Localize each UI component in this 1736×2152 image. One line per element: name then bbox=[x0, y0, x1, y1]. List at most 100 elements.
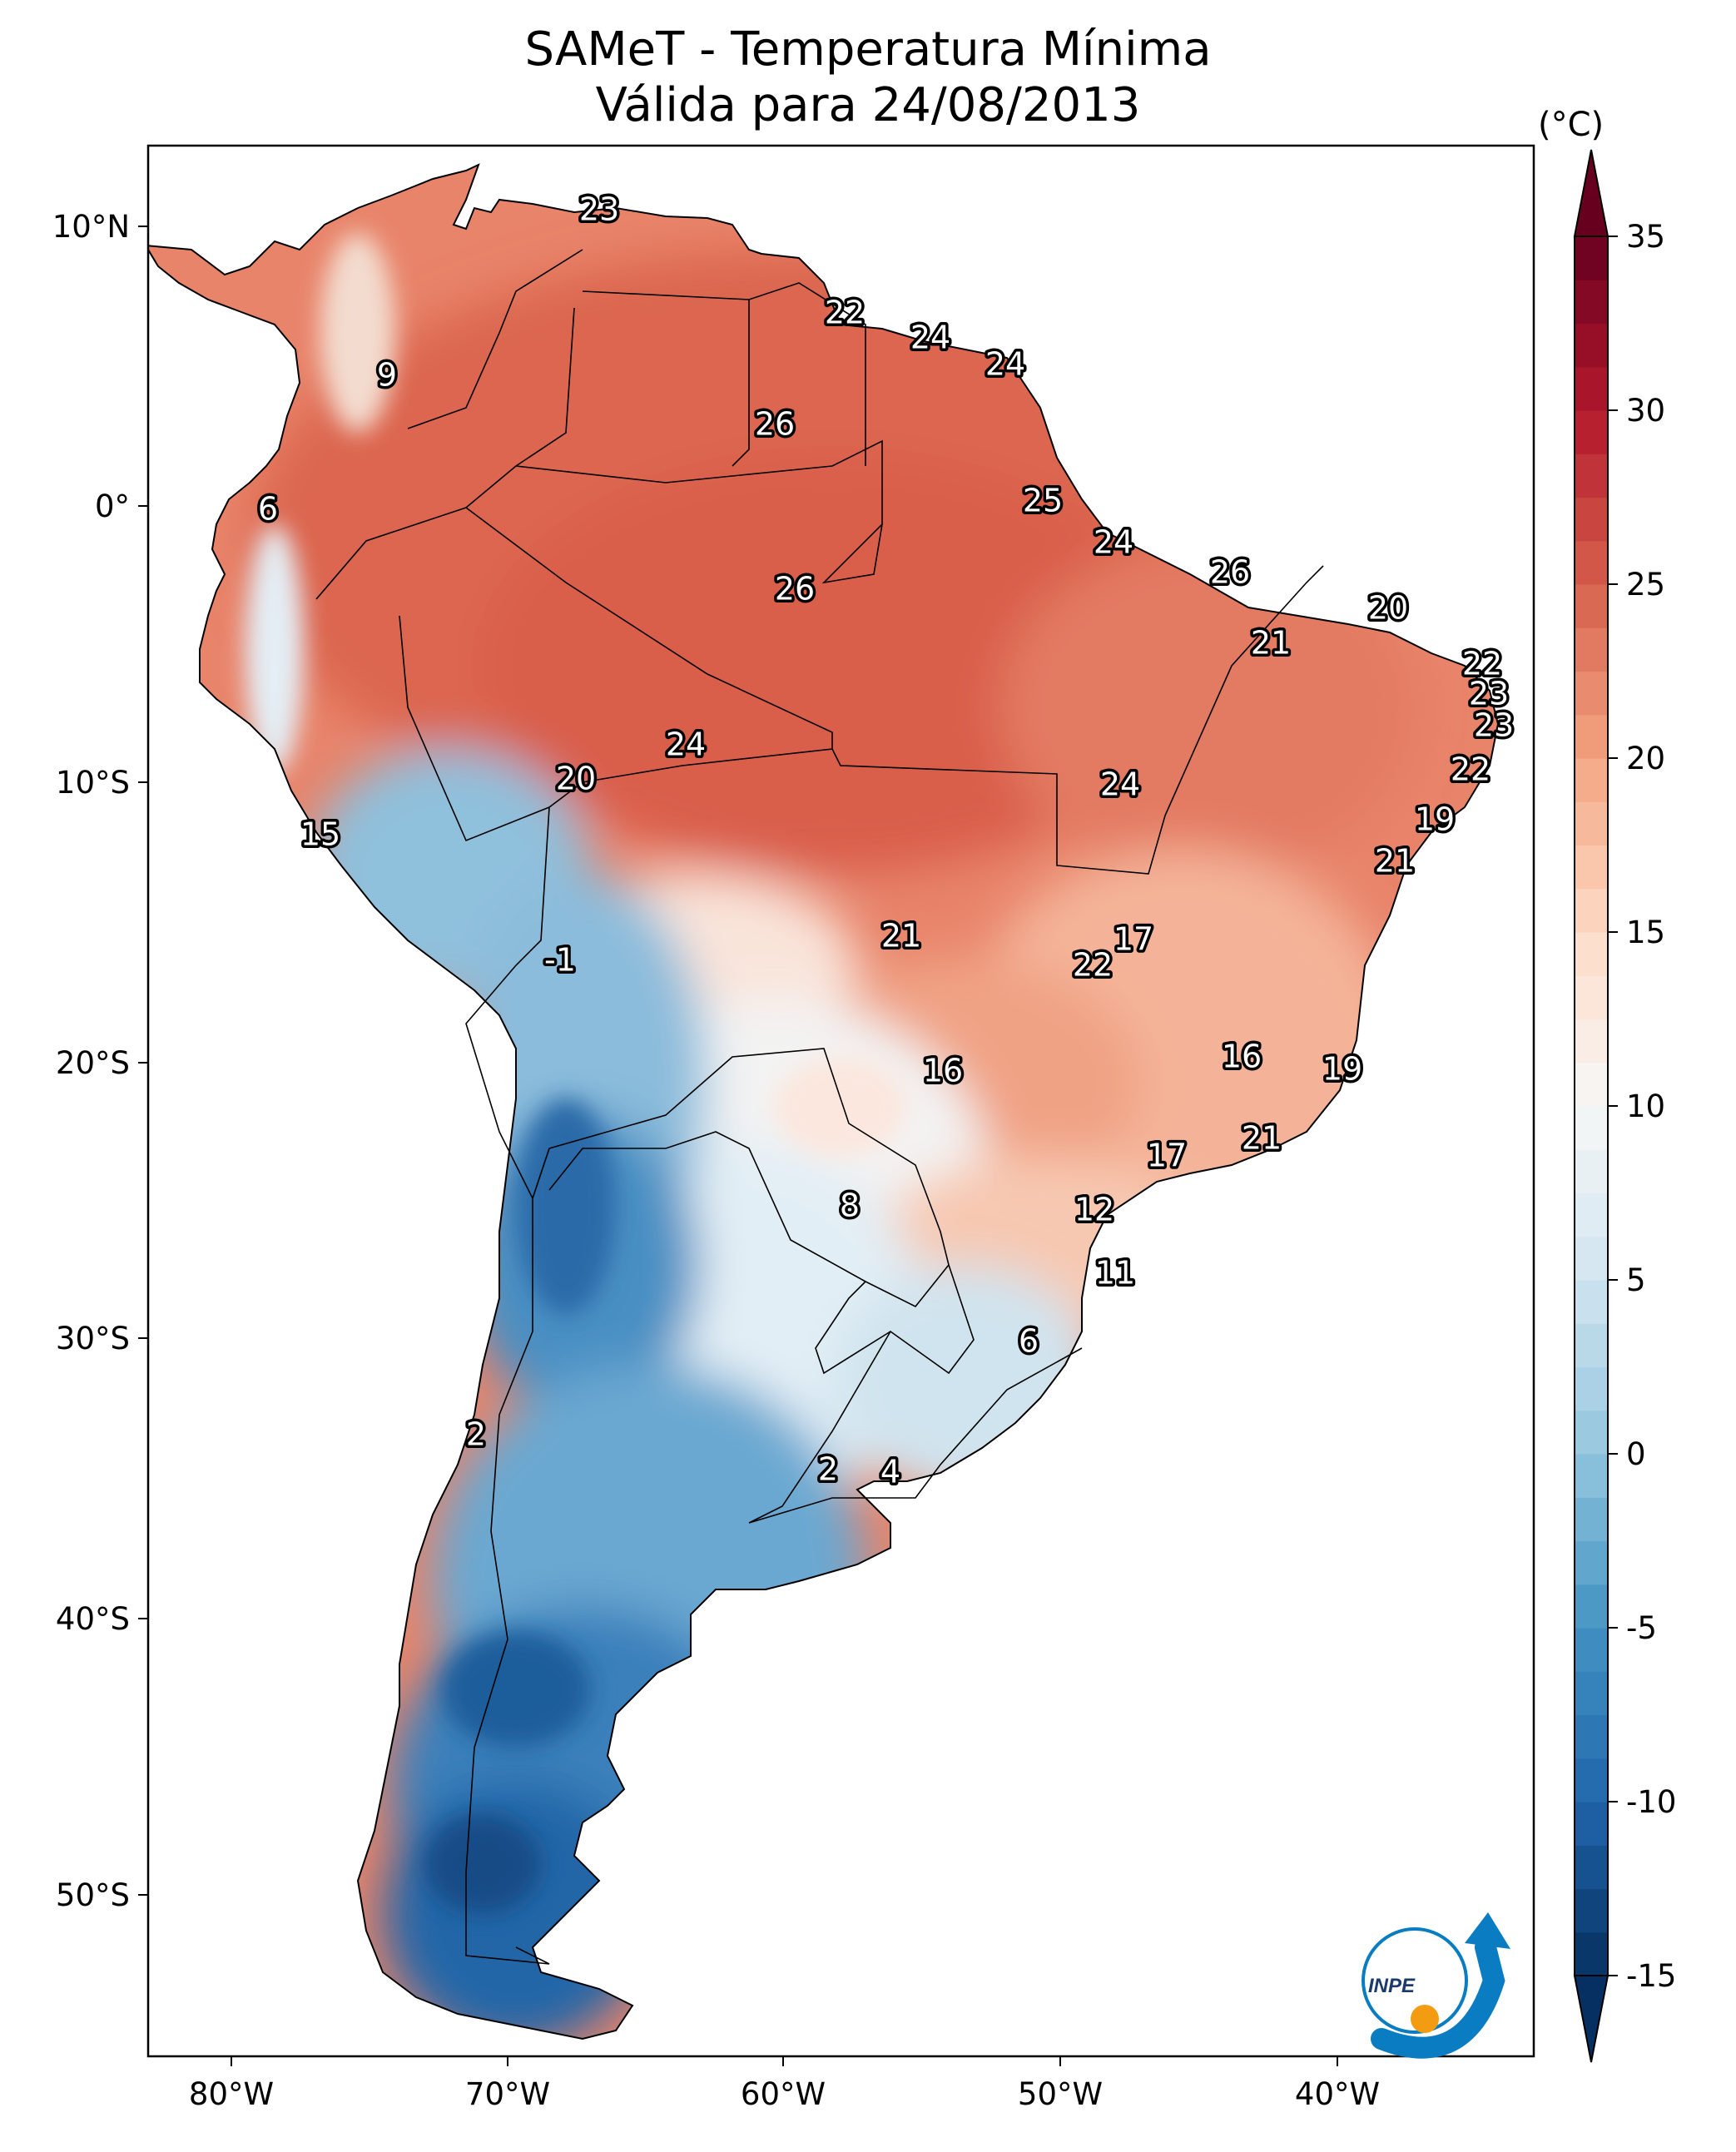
lon-tick-label: 50°W bbox=[1018, 2076, 1103, 2112]
colorbar-band bbox=[1575, 366, 1608, 411]
colorbar-band bbox=[1575, 1236, 1608, 1281]
station-value: 12 bbox=[1074, 1192, 1114, 1228]
station-value: 16 bbox=[1222, 1039, 1262, 1075]
colorbar-band bbox=[1575, 758, 1608, 802]
station-value: 9 bbox=[377, 357, 397, 394]
station-value: 2 bbox=[818, 1451, 838, 1488]
station-value: 22 bbox=[825, 295, 865, 331]
lon-tick-label: 80°W bbox=[189, 2076, 274, 2112]
station-value: 16 bbox=[923, 1053, 963, 1089]
station-value: 21 bbox=[881, 918, 921, 955]
station-value: 25 bbox=[1023, 483, 1063, 519]
lat-tick-label: 10°N bbox=[52, 209, 130, 245]
colorbar-band bbox=[1575, 236, 1608, 280]
colorbar-band bbox=[1575, 1931, 1608, 1976]
colorbar-max-extension bbox=[1573, 149, 1610, 237]
colorbar-band bbox=[1575, 801, 1608, 846]
colorbar-band bbox=[1575, 584, 1608, 628]
station-value: 23 bbox=[579, 191, 619, 228]
colorbar-band bbox=[1575, 497, 1608, 542]
lat-tick-label: 20°S bbox=[56, 1045, 130, 1081]
colorbar: 35 30 25 20 15 10 5 0 -5 -10 -15 bbox=[1573, 149, 1676, 2063]
station-value: 21 bbox=[1251, 625, 1291, 662]
station-value: 20 bbox=[1368, 590, 1408, 627]
colorbar-band bbox=[1575, 845, 1608, 890]
colorbar-band bbox=[1575, 1758, 1608, 1802]
colorbar-band bbox=[1575, 627, 1608, 672]
lat-tick-label: 50°S bbox=[56, 1877, 130, 1913]
colorbar-tick-label: -15 bbox=[1626, 1958, 1676, 1994]
colorbar-band bbox=[1575, 1714, 1608, 1759]
station-value: 4 bbox=[880, 1454, 900, 1490]
colorbar-band bbox=[1575, 888, 1608, 933]
station-value: 24 bbox=[666, 726, 706, 763]
station-value: 20 bbox=[556, 761, 596, 797]
lat-tick-label: 40°S bbox=[56, 1601, 130, 1637]
inpe-logo: INPE bbox=[1362, 1912, 1510, 2059]
station-value: 11 bbox=[1095, 1255, 1135, 1292]
colorbar-tick-label: 0 bbox=[1626, 1436, 1646, 1472]
colorbar-band bbox=[1575, 1410, 1608, 1455]
colorbar-band bbox=[1575, 1540, 1608, 1585]
station-value: 26 bbox=[775, 571, 815, 607]
colorbar-band bbox=[1575, 1149, 1608, 1194]
colorbar-unit-label: (°C) bbox=[1538, 106, 1605, 144]
colorbar-band bbox=[1575, 1888, 1608, 1933]
colorbar-band bbox=[1575, 1497, 1608, 1542]
station-value: 17 bbox=[1147, 1138, 1187, 1174]
station-value: 22 bbox=[1462, 646, 1502, 682]
colorbar-tick-label: 5 bbox=[1626, 1262, 1646, 1298]
colorbar-band bbox=[1575, 323, 1608, 368]
colorbar-tick-label: 30 bbox=[1626, 393, 1665, 429]
lon-tick-label: 60°W bbox=[741, 2076, 826, 2112]
colorbar-band bbox=[1575, 1193, 1608, 1237]
lat-tick-label: 10°S bbox=[56, 765, 130, 801]
lon-tick-label: 40°W bbox=[1295, 2076, 1380, 2112]
lat-tick-label: 0° bbox=[95, 488, 130, 524]
station-value: 17 bbox=[1114, 921, 1153, 958]
colorbar-band bbox=[1575, 1280, 1608, 1324]
colorbar-band bbox=[1575, 1584, 1608, 1629]
station-value: 23 bbox=[1469, 676, 1509, 712]
map-frame bbox=[146, 144, 1535, 2058]
coastline bbox=[148, 163, 1500, 2040]
station-value: 6 bbox=[258, 491, 278, 528]
lon-tick-label: 70°W bbox=[465, 2076, 550, 2112]
country-borders bbox=[315, 249, 1324, 1965]
station-value: 24 bbox=[985, 346, 1025, 383]
colorbar-band bbox=[1575, 454, 1608, 498]
logo-ring bbox=[1362, 1927, 1468, 2034]
colorbar-band bbox=[1575, 975, 1608, 1020]
colorbar-band bbox=[1575, 1106, 1608, 1150]
station-value: 19 bbox=[1322, 1051, 1362, 1088]
station-value: 19 bbox=[1415, 801, 1455, 838]
colorbar-band bbox=[1575, 1671, 1608, 1716]
station-value: 8 bbox=[840, 1188, 860, 1224]
colorbar-band bbox=[1575, 714, 1608, 759]
latitude-axis: 10°N 0° 10°S 20°S 30°S 40°S 50°S bbox=[52, 209, 148, 1913]
station-value: 24 bbox=[910, 320, 950, 356]
station-value: 15 bbox=[300, 816, 340, 853]
station-value: 26 bbox=[755, 406, 795, 443]
logo-arrow-arc bbox=[1371, 1936, 1505, 2059]
colorbar-band bbox=[1575, 1802, 1608, 1846]
colorbar-tick-label: 10 bbox=[1626, 1088, 1665, 1124]
station-value: 21 bbox=[1242, 1120, 1282, 1157]
colorbar-tick-label: -5 bbox=[1626, 1610, 1657, 1646]
colorbar-tick-label: 20 bbox=[1626, 741, 1665, 776]
lat-tick-label: 30°S bbox=[56, 1321, 130, 1356]
colorbar-band bbox=[1575, 932, 1608, 976]
station-value: 24 bbox=[1094, 524, 1133, 561]
longitude-axis: 80°W 70°W 60°W 50°W 40°W bbox=[189, 2056, 1380, 2112]
map-title: SAMeT - Temperatura Mínima bbox=[524, 22, 1212, 77]
colorbar-band bbox=[1575, 1323, 1608, 1368]
station-value: 22 bbox=[1451, 751, 1490, 788]
colorbar-band bbox=[1575, 1062, 1608, 1107]
colorbar-tick-label: 25 bbox=[1626, 567, 1665, 602]
colorbar-min-extension bbox=[1573, 1975, 1610, 2063]
colorbar-band bbox=[1575, 1845, 1608, 1890]
colorbar-tick-label: 35 bbox=[1626, 219, 1665, 255]
